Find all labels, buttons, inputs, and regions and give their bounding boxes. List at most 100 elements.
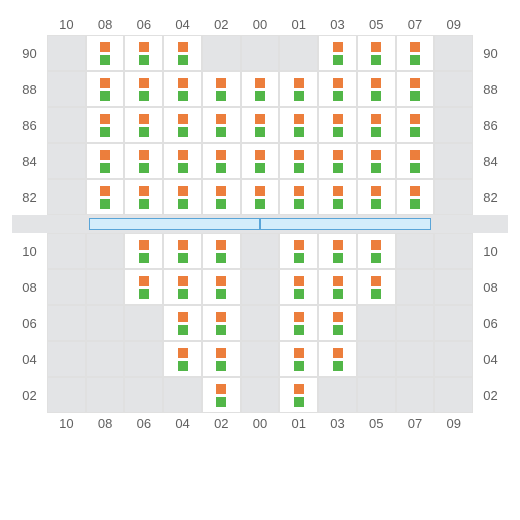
square-green (100, 163, 110, 173)
seat-active[interactable] (202, 341, 241, 377)
seat-active[interactable] (396, 179, 435, 215)
square-green (216, 91, 226, 101)
seat-inactive (47, 377, 86, 413)
seat-active[interactable] (202, 107, 241, 143)
seat-active[interactable] (357, 143, 396, 179)
seat-active[interactable] (202, 233, 241, 269)
seat-active[interactable] (241, 179, 280, 215)
seat-active[interactable] (163, 233, 202, 269)
seat-active[interactable] (279, 107, 318, 143)
seat-active[interactable] (396, 107, 435, 143)
square-green (333, 199, 343, 209)
seat-active[interactable] (357, 179, 396, 215)
seat-active[interactable] (163, 71, 202, 107)
seat-active[interactable] (396, 71, 435, 107)
col-label: 07 (396, 14, 435, 35)
seat-active[interactable] (318, 305, 357, 341)
seat-active[interactable] (202, 305, 241, 341)
seat-active[interactable] (241, 143, 280, 179)
seat-active[interactable] (357, 233, 396, 269)
seat-active[interactable] (279, 269, 318, 305)
seat-active[interactable] (318, 341, 357, 377)
seat-active[interactable] (86, 71, 125, 107)
square-green (216, 361, 226, 371)
seat-active[interactable] (279, 233, 318, 269)
square-green (178, 163, 188, 173)
square-green (333, 289, 343, 299)
square-green (178, 361, 188, 371)
seat-active[interactable] (163, 107, 202, 143)
square-orange (294, 78, 304, 88)
seat-active[interactable] (202, 143, 241, 179)
seat-active[interactable] (318, 233, 357, 269)
grid-row: 9090 (12, 35, 508, 71)
seat-active[interactable] (202, 179, 241, 215)
square-green (216, 127, 226, 137)
square-green (100, 199, 110, 209)
seat-inactive (202, 35, 241, 71)
row-label-right: 10 (473, 233, 508, 269)
seat-active[interactable] (124, 143, 163, 179)
seat-active[interactable] (202, 71, 241, 107)
seat-active[interactable] (318, 35, 357, 71)
seat-active[interactable] (357, 269, 396, 305)
col-label: 04 (163, 14, 202, 35)
col-label: 06 (124, 14, 163, 35)
square-orange (178, 348, 188, 358)
seat-active[interactable] (279, 71, 318, 107)
seat-active[interactable] (124, 71, 163, 107)
row-label-right: 06 (473, 305, 508, 341)
seat-inactive (396, 305, 435, 341)
seat-active[interactable] (279, 341, 318, 377)
seat-active[interactable] (279, 377, 318, 413)
seat-active[interactable] (357, 71, 396, 107)
seat-active[interactable] (124, 179, 163, 215)
square-orange (333, 312, 343, 322)
seat-active[interactable] (163, 179, 202, 215)
seat-active[interactable] (357, 35, 396, 71)
seat-active[interactable] (163, 269, 202, 305)
grid-row: 0606 (12, 305, 508, 341)
seat-active[interactable] (396, 35, 435, 71)
seat-active[interactable] (86, 143, 125, 179)
seat-active[interactable] (279, 143, 318, 179)
seat-active[interactable] (124, 269, 163, 305)
grid-row: 0202 (12, 377, 508, 413)
square-orange (371, 276, 381, 286)
seat-active[interactable] (396, 143, 435, 179)
seat-active[interactable] (318, 71, 357, 107)
square-green (178, 253, 188, 263)
seat-active[interactable] (318, 143, 357, 179)
square-orange (410, 78, 420, 88)
seat-active[interactable] (163, 143, 202, 179)
seat-active[interactable] (202, 269, 241, 305)
seat-inactive (86, 233, 125, 269)
seat-active[interactable] (163, 341, 202, 377)
seat-active[interactable] (124, 35, 163, 71)
seat-active[interactable] (241, 71, 280, 107)
seat-active[interactable] (124, 233, 163, 269)
seat-active[interactable] (279, 305, 318, 341)
seat-active[interactable] (241, 107, 280, 143)
square-green (255, 127, 265, 137)
square-green (178, 289, 188, 299)
seat-inactive (86, 305, 125, 341)
seat-active[interactable] (163, 305, 202, 341)
square-orange (294, 276, 304, 286)
seat-inactive (47, 143, 86, 179)
seat-active[interactable] (202, 377, 241, 413)
seat-active[interactable] (124, 107, 163, 143)
square-orange (100, 114, 110, 124)
seat-active[interactable] (318, 107, 357, 143)
seat-active[interactable] (318, 179, 357, 215)
seat-active[interactable] (86, 179, 125, 215)
square-green (216, 199, 226, 209)
seat-active[interactable] (86, 35, 125, 71)
seat-inactive (124, 341, 163, 377)
seat-active[interactable] (279, 179, 318, 215)
seat-active[interactable] (163, 35, 202, 71)
seat-active[interactable] (86, 107, 125, 143)
square-green (139, 127, 149, 137)
seat-active[interactable] (318, 269, 357, 305)
seat-active[interactable] (357, 107, 396, 143)
